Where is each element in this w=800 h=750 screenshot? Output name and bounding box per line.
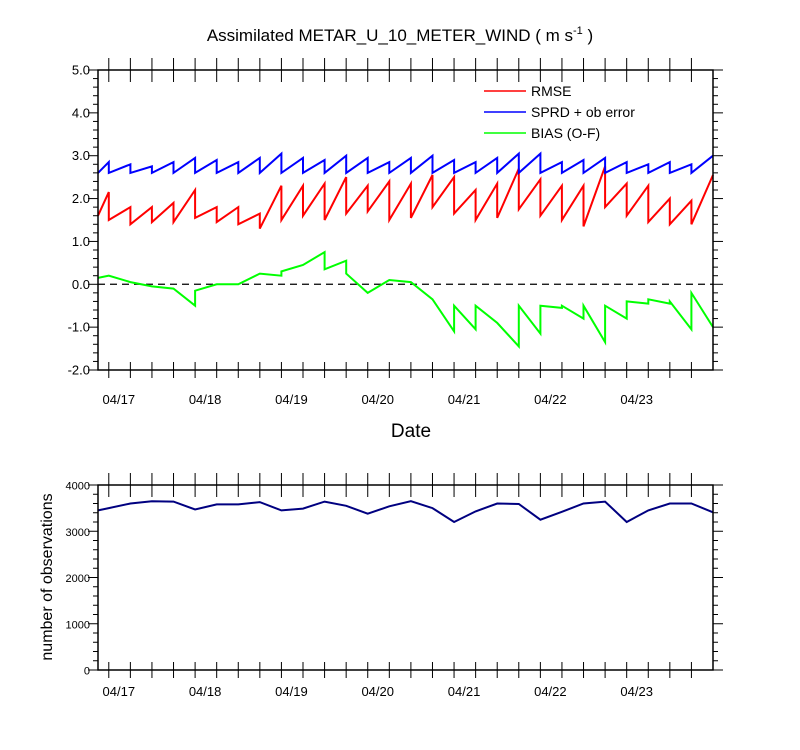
- x-axis-label: Date: [391, 421, 431, 442]
- x-tick-label: 04/20: [361, 684, 394, 699]
- top-x-ticks: 04/17 04/18 04/19 04/20 04/21 04/22 04/23: [103, 58, 692, 407]
- x-tick-label: 04/18: [189, 392, 222, 407]
- y-axis-label-observations: number of observations: [39, 493, 56, 660]
- y-tick-label: 0.0: [72, 277, 90, 292]
- bottom-series-group: [97, 500, 714, 524]
- x-tick-label: 04/22: [534, 392, 567, 407]
- y-tick-label: 4000: [66, 481, 90, 493]
- y-tick-label: 0: [84, 666, 90, 678]
- x-tick-label: 04/17: [103, 392, 136, 407]
- x-tick-label: 04/23: [620, 392, 653, 407]
- y-tick-label: -2.0: [68, 363, 90, 378]
- top-series-group: [97, 151, 714, 349]
- legend-label-sprd: SPRD + ob error: [531, 104, 635, 120]
- x-tick-label: 04/23: [620, 684, 653, 699]
- series-line-1-0: [97, 500, 714, 524]
- legend: RMSE SPRD + ob error BIAS (O-F): [484, 83, 635, 141]
- x-tick-label: 04/22: [534, 684, 567, 699]
- y-tick-label: 2.0: [72, 191, 90, 206]
- x-tick-label: 04/19: [275, 684, 308, 699]
- bottom-y-ticks: 4000 3000 2000 1000 0: [66, 481, 723, 678]
- y-tick-label: 3000: [66, 527, 90, 539]
- y-tick-label: 1000: [66, 619, 90, 631]
- y-tick-label: 1.0: [72, 234, 90, 249]
- x-tick-label: 04/21: [448, 684, 481, 699]
- bottom-plot-frame: [97, 484, 714, 671]
- x-tick-label: 04/21: [448, 392, 481, 407]
- top-chart-title: Assimilated METAR_U_10_METER_WIND ( m s-…: [207, 25, 593, 45]
- legend-label-bias: BIAS (O-F): [531, 125, 600, 141]
- title-exponent: -1: [573, 25, 583, 37]
- y-tick-label: -1.0: [68, 320, 90, 335]
- series-line-0-0: [97, 166, 714, 230]
- y-tick-label: 2000: [66, 573, 90, 585]
- x-tick-label: 04/19: [275, 392, 308, 407]
- y-tick-label: 4.0: [72, 105, 90, 120]
- top-y-ticks: 5.0 4.0 3.0 2.0 1.0 0.0 -1.0 -2.0: [68, 63, 723, 378]
- top-chart-panel: Assimilated METAR_U_10_METER_WIND ( m s-…: [68, 25, 723, 442]
- title-close: ): [583, 26, 593, 45]
- x-tick-label: 04/18: [189, 684, 222, 699]
- x-tick-label: 04/17: [103, 684, 136, 699]
- bottom-x-ticks: 04/17 04/18 04/19 04/20 04/21 04/22 04/23: [103, 473, 692, 699]
- y-tick-label: 5.0: [72, 63, 90, 78]
- x-tick-label: 04/20: [361, 392, 394, 407]
- legend-label-rmse: RMSE: [531, 83, 571, 99]
- top-plot-frame: [97, 69, 714, 371]
- y-tick-label: 3.0: [72, 148, 90, 163]
- series-line-0-1: [97, 151, 714, 176]
- series-line-0-2: [97, 250, 714, 349]
